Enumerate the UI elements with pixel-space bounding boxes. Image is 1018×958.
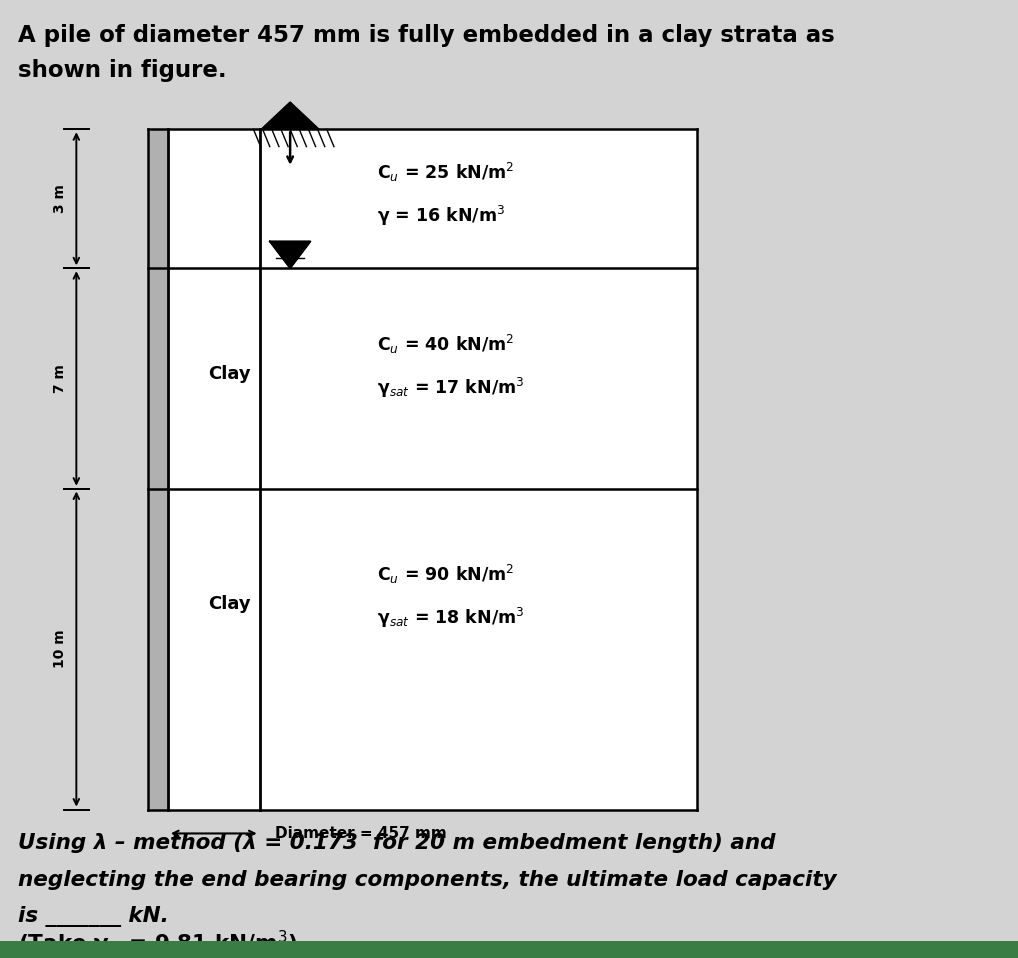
Text: C$_u$ = 25 kN/m$^2$: C$_u$ = 25 kN/m$^2$ (377, 161, 514, 184)
Text: γ = 16 kN/m$^3$: γ = 16 kN/m$^3$ (377, 203, 505, 228)
Text: neglecting the end bearing components, the ultimate load capacity: neglecting the end bearing components, t… (18, 870, 837, 890)
Polygon shape (270, 241, 310, 268)
Text: (Take γ$_w$ = 9.81 kN/m$^3$): (Take γ$_w$ = 9.81 kN/m$^3$) (18, 929, 297, 958)
Text: 7 m: 7 m (53, 364, 67, 393)
Text: 3 m: 3 m (53, 184, 67, 214)
Text: C$_u$ = 40 kN/m$^2$: C$_u$ = 40 kN/m$^2$ (377, 333, 514, 356)
Text: Clay: Clay (208, 595, 250, 612)
Text: Diameter = 457 mm: Diameter = 457 mm (275, 826, 447, 841)
Polygon shape (262, 103, 319, 129)
Bar (0, 941, 1018, 958)
Text: shown in figure.: shown in figure. (18, 59, 227, 82)
Text: A pile of diameter 457 mm is fully embedded in a clay strata as: A pile of diameter 457 mm is fully embed… (18, 24, 835, 47)
Text: 10 m: 10 m (53, 629, 67, 669)
Text: C$_u$ = 90 kN/m$^2$: C$_u$ = 90 kN/m$^2$ (377, 563, 514, 586)
Text: Using λ – method (λ = 0.173  for 20 m embedment length) and: Using λ – method (λ = 0.173 for 20 m emb… (18, 833, 776, 854)
Text: is _______ kN.: is _______ kN. (18, 906, 169, 927)
Bar (148, 129, 168, 810)
Text: Clay: Clay (208, 365, 250, 382)
Text: γ$_{sat}$ = 18 kN/m$^3$: γ$_{sat}$ = 18 kN/m$^3$ (377, 605, 524, 630)
Bar (148, 129, 697, 810)
Text: γ$_{sat}$ = 17 kN/m$^3$: γ$_{sat}$ = 17 kN/m$^3$ (377, 376, 524, 400)
Bar (168, 129, 260, 810)
